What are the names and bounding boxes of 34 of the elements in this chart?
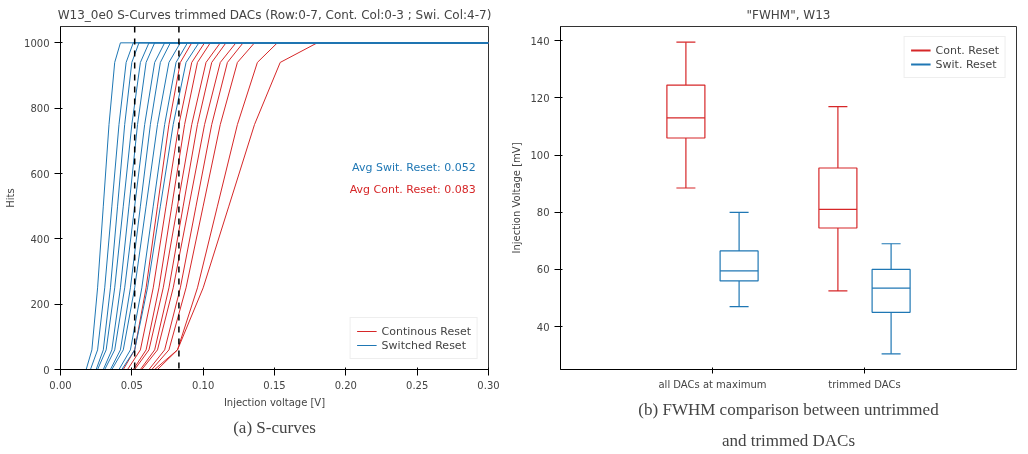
- y-tick-label: 800: [30, 103, 50, 115]
- y-tick-label: 60: [536, 264, 550, 276]
- x-axis-title: Injection voltage [V]: [223, 396, 326, 408]
- y-tick-label: 1000: [24, 37, 50, 49]
- y-tick-label: 120: [530, 92, 550, 104]
- text: (a) S-curves: [233, 417, 316, 437]
- x-tick-label: 0.20: [334, 379, 357, 391]
- y-tick-label: 600: [30, 168, 50, 180]
- y-tick-label: 40: [536, 321, 550, 333]
- x-tick-label: 0.15: [263, 379, 286, 391]
- x-tick-label: 0.30: [477, 379, 500, 391]
- x-tick-label: all DACs at maximum: [658, 378, 767, 390]
- legend-label: Continous Reset: [381, 324, 471, 338]
- x-tick-label: 0.25: [406, 379, 429, 391]
- x-tick-label: 0.05: [120, 379, 143, 391]
- x-tick-label: trimmed DACs: [828, 378, 901, 390]
- text: (b) FWHM comparison between untrimmed and trimmed DACs: [638, 399, 940, 450]
- y-axis-title: Injection Voltage [mV]: [511, 142, 523, 254]
- y-tick-label: 100: [530, 150, 550, 162]
- x-tick-label: 0.10: [192, 379, 215, 391]
- x-tick-label: 0.00: [49, 379, 72, 391]
- y-tick-label: 0: [43, 364, 50, 376]
- y-tick-label: 140: [530, 35, 550, 47]
- legend-label: Swit. Reset: [935, 57, 997, 71]
- legend-label: Switched Reset: [381, 338, 466, 352]
- y-axis-title: Hits: [5, 188, 17, 208]
- y-tick-label: 400: [30, 233, 50, 245]
- annotation: Avg Swit. Reset: 0.052: [352, 160, 476, 174]
- annotation: Avg Cont. Reset: 0.083: [349, 183, 476, 197]
- chart-title: "FWHM", W13: [746, 7, 831, 22]
- y-tick-label: 200: [30, 299, 50, 311]
- chart-title: W13_0e0 S-Curves trimmed DACs (Row:0-7, Cont. Col:0-3 ; Swi. Col:4-7): [57, 7, 492, 22]
- y-tick-label: 80: [536, 207, 550, 219]
- legend-label: Cont. Reset: [935, 43, 999, 57]
